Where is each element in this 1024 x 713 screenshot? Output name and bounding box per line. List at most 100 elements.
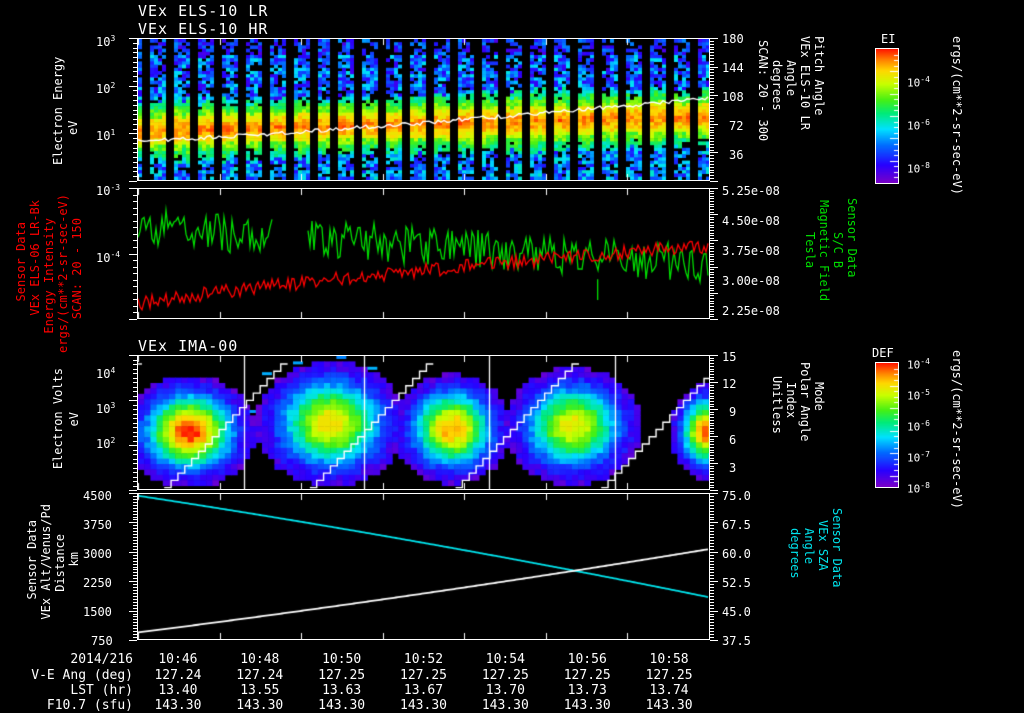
axis-tick bbox=[133, 519, 137, 520]
axis-tick bbox=[710, 590, 714, 591]
axis-tick bbox=[133, 602, 137, 603]
axis-tick bbox=[710, 608, 714, 609]
axis-tick bbox=[133, 558, 137, 559]
altitude-sza-canvas bbox=[138, 494, 709, 639]
axis-tick bbox=[133, 382, 137, 383]
axis-tick bbox=[710, 269, 714, 270]
axis-tick bbox=[133, 436, 137, 437]
axis-tick bbox=[129, 552, 137, 553]
axis-tick bbox=[133, 477, 137, 478]
axis-tick bbox=[710, 452, 714, 453]
axis-tick bbox=[710, 401, 714, 402]
axis-tick bbox=[710, 382, 718, 383]
axis-tick bbox=[710, 303, 714, 304]
axis-tick bbox=[133, 48, 137, 49]
axis-tick bbox=[133, 95, 137, 96]
axis-tick bbox=[710, 534, 714, 535]
axis-tick bbox=[133, 637, 137, 638]
axis-tick bbox=[710, 555, 714, 556]
axis-tick bbox=[710, 124, 718, 125]
axis-tick bbox=[129, 581, 137, 582]
axis-tick bbox=[710, 191, 714, 192]
panel3-left-axis-unit: eV bbox=[67, 412, 81, 427]
panel1-right-label-3: degrees bbox=[770, 60, 784, 111]
axis-tick bbox=[710, 596, 714, 597]
panel2-plot-area[interactable] bbox=[137, 188, 710, 319]
axis-tick bbox=[710, 581, 718, 582]
axis-tick bbox=[710, 436, 718, 437]
axis-tick bbox=[710, 75, 714, 76]
axis-tick bbox=[133, 634, 137, 635]
axis-tick bbox=[133, 572, 137, 573]
axis-tick bbox=[710, 227, 714, 228]
axis-tick bbox=[133, 514, 137, 515]
axis-tick bbox=[710, 496, 714, 497]
panel2-right-label-2: Magnetic Field bbox=[817, 200, 831, 302]
axis-tick bbox=[133, 280, 137, 281]
axis-tick bbox=[710, 178, 714, 179]
axis-tick bbox=[710, 196, 714, 197]
axis-tick bbox=[710, 441, 714, 442]
axis-tick bbox=[129, 493, 137, 494]
axis-tick bbox=[710, 115, 714, 116]
axis-tick bbox=[710, 158, 714, 159]
axis-tick bbox=[133, 578, 137, 579]
panel4-ytick-1: 3750 bbox=[83, 518, 112, 532]
panel3-rtick-3: 6 bbox=[729, 433, 737, 447]
axis-tick bbox=[710, 290, 714, 291]
axis-tick bbox=[710, 293, 718, 294]
panel1-ytick-1: 102 bbox=[96, 81, 116, 96]
axis-tick bbox=[710, 164, 714, 165]
axis-tick bbox=[133, 306, 137, 307]
axis-tick bbox=[133, 247, 137, 248]
axis-tick bbox=[710, 622, 714, 623]
axis-tick bbox=[710, 546, 714, 547]
axis-tick bbox=[129, 254, 137, 255]
axis-tick bbox=[133, 221, 137, 222]
colorbar2-tick-1: 10-5 bbox=[907, 388, 930, 403]
axis-tick bbox=[710, 543, 714, 544]
axis-tick bbox=[710, 584, 714, 585]
axis-tick bbox=[710, 170, 714, 171]
axis-tick bbox=[710, 458, 714, 459]
axis-tick bbox=[710, 254, 714, 255]
axis-tick bbox=[710, 118, 714, 119]
panel4-ytick-2: 3000 bbox=[83, 547, 112, 561]
axis-tick bbox=[133, 423, 137, 424]
axis-tick bbox=[710, 175, 714, 176]
axis-tick bbox=[133, 119, 137, 120]
axis-tick bbox=[710, 385, 714, 386]
panel1-plot-area[interactable] bbox=[137, 38, 710, 181]
colorbar2-gradient bbox=[875, 362, 899, 488]
axis-tick bbox=[133, 171, 137, 172]
table-cell-r2-c0: 143.30 bbox=[154, 698, 202, 713]
axis-tick bbox=[710, 72, 714, 73]
axis-tick bbox=[133, 312, 137, 313]
axis-tick bbox=[710, 138, 714, 139]
axis-tick bbox=[710, 572, 714, 573]
axis-tick bbox=[710, 428, 714, 429]
table-cell-r1-c4: 13.70 bbox=[485, 683, 525, 698]
axis-tick bbox=[710, 558, 714, 559]
axis-tick bbox=[133, 628, 137, 629]
panel3-plot-area[interactable] bbox=[137, 355, 710, 490]
axis-tick bbox=[710, 614, 714, 615]
axis-tick bbox=[710, 41, 714, 42]
axis-tick bbox=[129, 38, 137, 39]
axis-tick bbox=[710, 477, 714, 478]
panel4-plot-area[interactable] bbox=[137, 493, 710, 640]
table-cell-r2-c2: 143.30 bbox=[318, 698, 366, 713]
axis-tick bbox=[710, 540, 714, 541]
axis-tick bbox=[710, 404, 714, 405]
panel2-left-label-2: Energy Intensity bbox=[42, 218, 56, 334]
axis-tick bbox=[133, 157, 137, 158]
axis-tick bbox=[710, 517, 714, 518]
axis-tick bbox=[710, 309, 714, 310]
axis-tick bbox=[710, 282, 714, 283]
axis-tick bbox=[710, 130, 714, 131]
axis-tick bbox=[133, 273, 137, 274]
axis-tick bbox=[133, 405, 137, 406]
axis-tick bbox=[710, 233, 714, 234]
axis-tick bbox=[133, 567, 137, 568]
axis-tick bbox=[710, 101, 714, 102]
